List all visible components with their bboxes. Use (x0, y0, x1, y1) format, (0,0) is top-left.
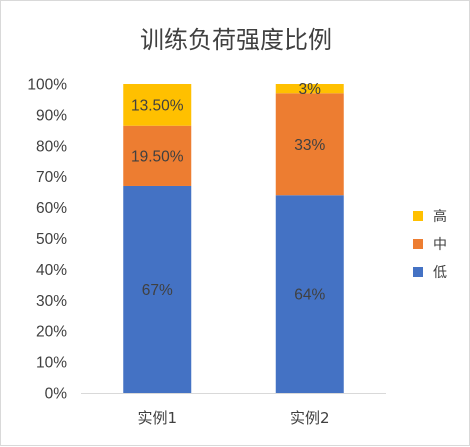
y-tick-label: 10% (36, 355, 67, 372)
data-label: 13.50% (131, 97, 184, 114)
bar-segment (275, 93, 344, 196)
x-category-label: 实例1 (137, 409, 177, 427)
legend-swatch (413, 267, 423, 277)
legend-label: 高 (433, 208, 447, 225)
bar-segment (275, 84, 344, 94)
bar-segment (123, 125, 192, 186)
legend-swatch (413, 211, 423, 221)
x-category-label: 实例2 (290, 409, 330, 427)
y-tick-label: 90% (36, 107, 67, 124)
data-label: 3% (299, 81, 322, 98)
data-label: 19.50% (131, 148, 184, 165)
chart-title: 训练负荷强度比例 (140, 26, 332, 54)
data-label: 64% (294, 287, 325, 304)
y-tick-label: 60% (36, 200, 67, 217)
bar-segment (123, 185, 192, 393)
y-axis: 0% 10% 20% 30% 40% 50% 60% 70% 80% 90% 100% (27, 77, 67, 403)
y-tick-label: 30% (36, 293, 67, 310)
bar-segment (123, 84, 192, 126)
y-tick-label: 100% (27, 77, 67, 94)
plot-area: 67% 19.50% 13.50% 64% 33% 3% (123, 81, 344, 393)
bar-segment (275, 195, 344, 393)
legend-label: 低 (433, 265, 447, 281)
legend-swatch (413, 239, 423, 249)
y-tick-label: 20% (36, 324, 67, 341)
legend: 高中低 (413, 208, 447, 281)
data-label: 33% (294, 137, 325, 154)
data-label: 67% (142, 282, 173, 299)
y-tick-label: 80% (36, 138, 67, 155)
y-tick-label: 40% (36, 262, 67, 279)
legend-label: 中 (433, 237, 447, 253)
y-tick-label: 70% (36, 169, 67, 186)
y-tick-label: 50% (36, 231, 67, 248)
y-tick-label: 0% (45, 386, 68, 403)
x-axis: 实例1 实例2 (81, 393, 386, 427)
